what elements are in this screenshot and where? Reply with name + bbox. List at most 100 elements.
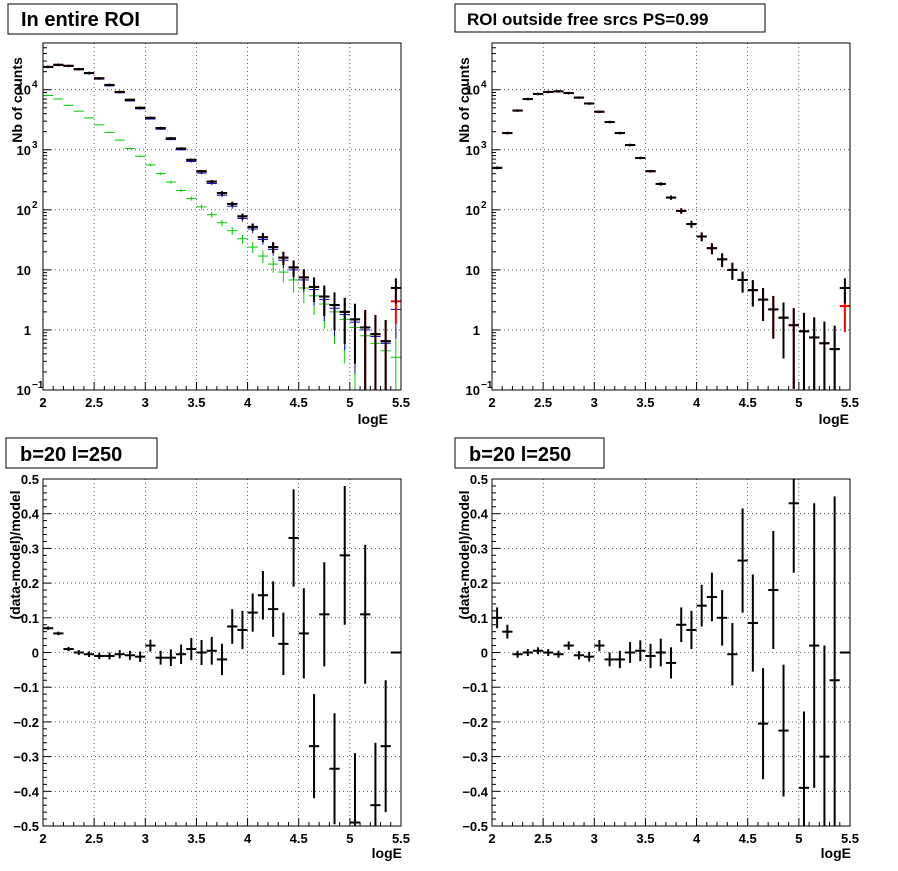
y-tick-label: 0.4 — [21, 507, 40, 522]
series-data — [492, 90, 850, 390]
series-diffuse — [43, 64, 401, 390]
title-box — [454, 3, 766, 33]
y-tick-label: 0.4 — [470, 507, 489, 522]
y-tick-label: 1 — [473, 323, 480, 338]
y-axis-label: (data-model)/model — [456, 490, 472, 619]
y-tick-label: −0.4 — [13, 784, 39, 799]
x-tick-label: 2.5 — [85, 395, 103, 410]
x-tick-label: 2 — [39, 395, 46, 410]
x-tick-label: 3.5 — [187, 831, 205, 846]
plot-frame — [42, 42, 402, 391]
y-tick-exponent: 4 — [481, 80, 487, 91]
title-box — [5, 437, 158, 469]
series-model — [43, 63, 401, 390]
series-residual — [492, 479, 850, 826]
chart-title: b=20 l=250 — [469, 444, 571, 466]
x-tick-label: 2 — [488, 395, 495, 410]
y-tick-label: 0.1 — [470, 611, 488, 626]
y-tick-exponent: 3 — [481, 140, 487, 151]
panel-residual-right: b=20 l=250 logE (data-model)/model 2 2.5 3… — [454, 437, 859, 861]
series-residual — [43, 485, 401, 826]
x-tick-label: 3 — [142, 831, 149, 846]
y-tick-exponent: 2 — [32, 200, 38, 211]
y-tick-label: 10 — [466, 143, 480, 158]
y-tick-label: 0.2 — [470, 576, 488, 591]
x-tick-label: 4 — [244, 395, 252, 410]
panel-residual-left: b=20 l=250 logE (data-model)/model 2 2.5 3… — [5, 437, 410, 861]
x-tick-label: 3.5 — [636, 395, 654, 410]
y-tick-label: −0.4 — [462, 784, 488, 799]
x-tick-label: 5 — [346, 831, 353, 846]
y-tick-label: 0.3 — [470, 541, 488, 556]
y-tick-label: 10 — [17, 383, 31, 398]
y-tick-label: 10 — [17, 143, 31, 158]
panel-spectrum-outside-sources: ROI outside free srcs PS=0.99 logE Nb of… — [454, 3, 859, 427]
title-box — [7, 3, 178, 35]
y-tick-label: 10 — [17, 263, 31, 278]
x-axis-label: logE — [819, 411, 849, 427]
x-tick-label: 3 — [591, 395, 598, 410]
y-tick-exponent: 4 — [32, 80, 38, 91]
y-tick-label: 0 — [481, 646, 488, 661]
y-axis-label: (data-model)/model — [7, 490, 23, 619]
x-tick-label: 5 — [795, 831, 802, 846]
x-tick-label: 4 — [693, 831, 701, 846]
series-model — [492, 90, 850, 390]
panel-spectrum-entire-roi: In entire ROI logE Nb of counts 2 2.5 3 3.5… — [7, 3, 410, 427]
y-axis-label: Nb of counts — [456, 57, 472, 143]
x-tick-label: 5.5 — [392, 831, 410, 846]
chart-title: b=20 l=250 — [20, 444, 122, 466]
x-axis-label: logE — [358, 411, 388, 427]
y-tick-label: −0.2 — [13, 715, 39, 730]
y-tick-label: −0.3 — [462, 750, 488, 765]
x-tick-label: 2 — [39, 831, 46, 846]
x-tick-label: 5 — [346, 395, 353, 410]
y-tick-label: 0 — [32, 646, 39, 661]
x-tick-label: 4.5 — [290, 395, 308, 410]
x-tick-label: 4 — [693, 395, 701, 410]
x-tick-label: 5.5 — [392, 395, 410, 410]
series-sources — [43, 95, 401, 390]
x-tick-label: 2.5 — [534, 831, 552, 846]
y-tick-label: 10 — [17, 83, 31, 98]
x-tick-label: 3 — [591, 831, 598, 846]
y-tick-exponent: 3 — [32, 140, 38, 151]
y-tick-label: 0.1 — [21, 611, 39, 626]
y-tick-label: −0.2 — [462, 715, 488, 730]
y-tick-label: 0.5 — [470, 472, 488, 487]
x-axis-label: logE — [372, 845, 402, 861]
x-tick-label: 4.5 — [290, 831, 308, 846]
x-tick-label: 2.5 — [534, 395, 552, 410]
x-tick-label: 3.5 — [187, 395, 205, 410]
y-tick-label: −0.1 — [13, 680, 39, 695]
plot-frame — [491, 42, 851, 391]
x-tick-label: 5.5 — [841, 831, 859, 846]
y-tick-label: 10 — [17, 203, 31, 218]
x-tick-label: 3 — [142, 395, 149, 410]
x-tick-label: 4 — [244, 831, 252, 846]
y-tick-label: 10 — [466, 383, 480, 398]
series-data — [43, 63, 401, 390]
plot-frame — [491, 478, 851, 827]
plot-frame — [42, 478, 402, 827]
y-tick-label: 0.2 — [21, 576, 39, 591]
y-tick-label: −0.3 — [13, 750, 39, 765]
x-tick-label: 2.5 — [85, 831, 103, 846]
x-tick-label: 3.5 — [636, 831, 654, 846]
y-tick-label: 0.3 — [21, 541, 39, 556]
y-tick-label: 10 — [466, 83, 480, 98]
y-tick-label: −0.5 — [13, 819, 39, 834]
y-tick-label: 1 — [24, 323, 31, 338]
y-tick-label: −0.5 — [462, 819, 488, 834]
y-tick-label: −0.1 — [462, 680, 488, 695]
chart-title: ROI outside free srcs PS=0.99 — [467, 10, 708, 29]
y-tick-label: 0.5 — [21, 472, 39, 487]
x-axis-label: logE — [821, 845, 851, 861]
x-tick-label: 5.5 — [841, 395, 859, 410]
x-tick-label: 5 — [795, 395, 802, 410]
y-tick-label: 10 — [466, 263, 480, 278]
x-tick-label: 4.5 — [739, 831, 757, 846]
x-tick-label: 4.5 — [739, 395, 757, 410]
y-tick-exponent: 2 — [481, 200, 487, 211]
